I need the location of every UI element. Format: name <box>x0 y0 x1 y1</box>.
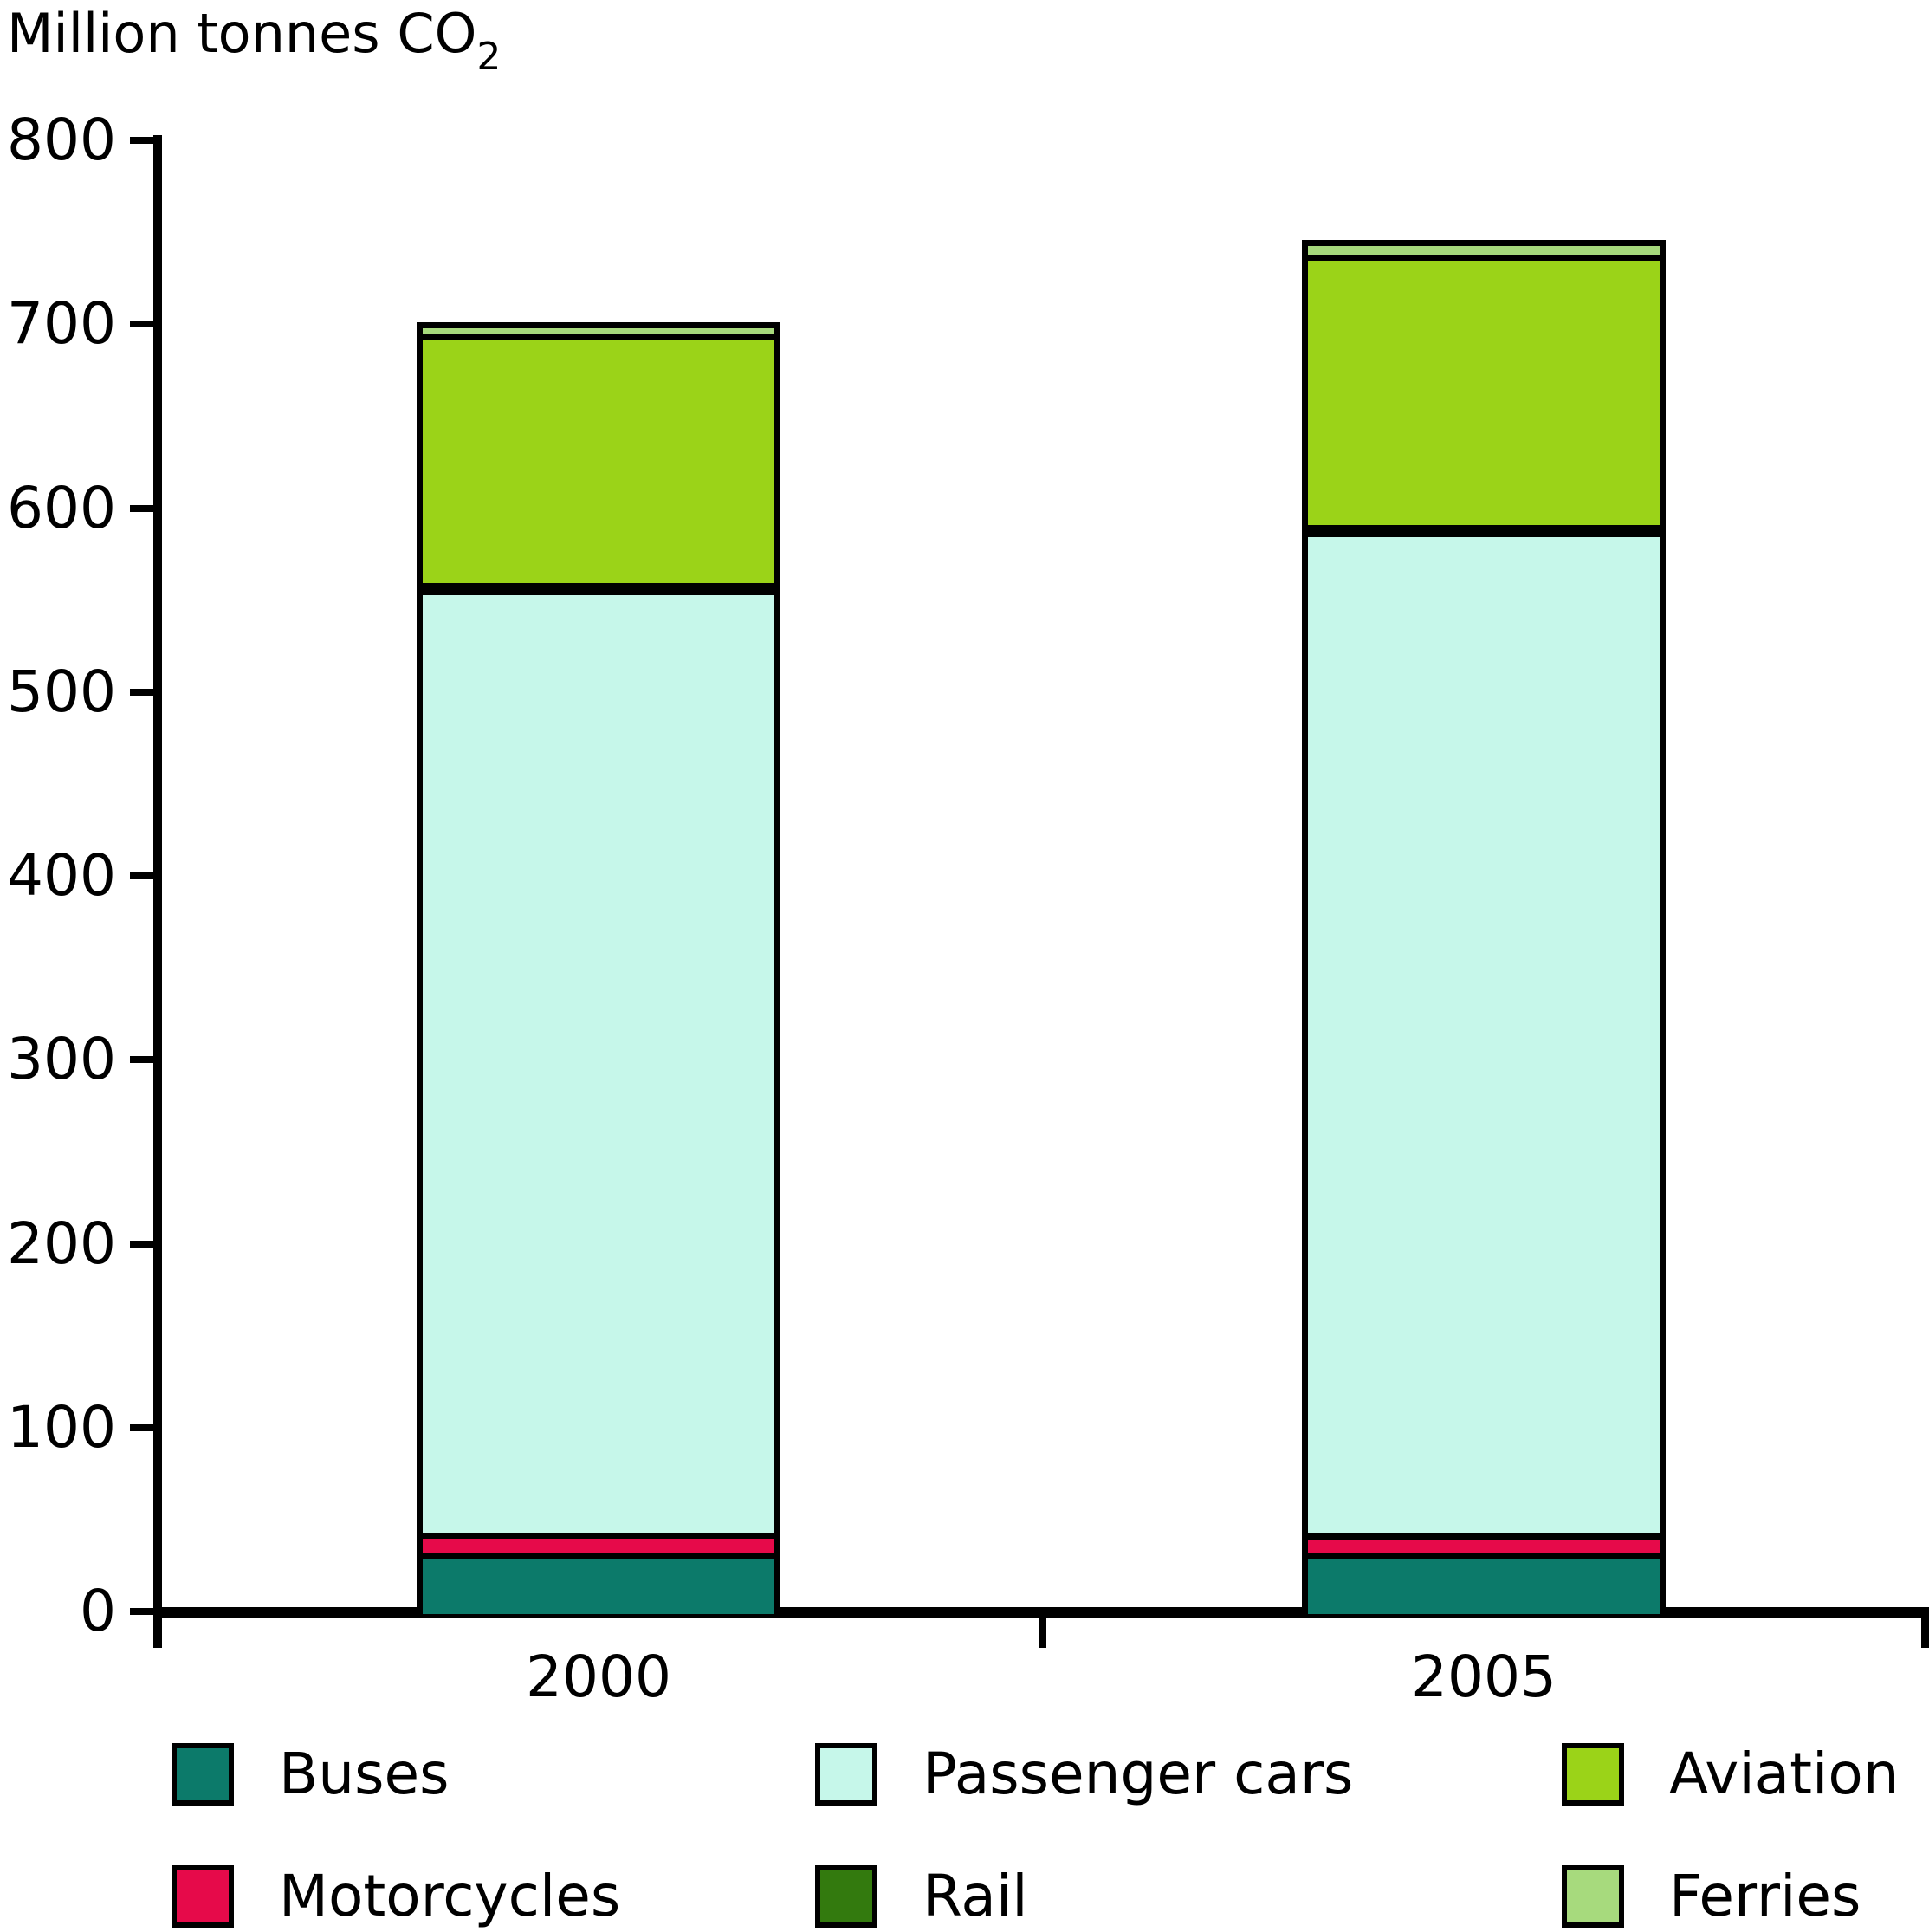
bar-2005-segment-aviation <box>1302 254 1666 525</box>
y-tick-400 <box>130 872 156 879</box>
legend-label-aviation: Aviation <box>1669 1741 1900 1807</box>
legend-label-buses: Buses <box>279 1741 450 1807</box>
chart-title-subscript: 2 <box>476 35 502 79</box>
legend-swatch-motorcycles <box>172 1865 234 1928</box>
bar-2000-segment-motorcycles <box>417 1533 780 1553</box>
bar-2000-segment-aviation <box>417 333 780 584</box>
y-tick-label-0: 0 <box>80 1578 116 1644</box>
y-tick-500 <box>130 688 156 696</box>
bar-2005-segment-buses <box>1302 1553 1666 1615</box>
y-tick-label-100: 100 <box>7 1393 116 1461</box>
x-tick-0 <box>1039 1618 1046 1648</box>
y-tick-700 <box>130 321 156 328</box>
bar-2005-segment-motorcycles <box>1302 1533 1666 1554</box>
y-tick-600 <box>130 504 156 512</box>
bar-2005-segment-passenger-cars <box>1302 530 1666 1533</box>
bar-2000-segment-passenger-cars <box>417 589 780 1533</box>
chart-title-text: Million tonnes CO <box>7 2 477 65</box>
y-tick-200 <box>130 1240 156 1248</box>
bar-2000-segment-buses <box>417 1553 780 1614</box>
y-tick-label-600: 600 <box>7 474 116 541</box>
bar-2000-segment-ferries <box>417 322 780 334</box>
legend-swatch-buses <box>172 1743 234 1806</box>
y-tick-300 <box>130 1056 156 1064</box>
y-tick-label-800: 800 <box>7 107 116 173</box>
y-tick-label-400: 400 <box>7 842 116 909</box>
y-tick-label-700: 700 <box>7 290 116 358</box>
y-tick-label-500: 500 <box>7 658 116 725</box>
y-axis-line <box>153 135 162 1648</box>
bar-2000-segment-rail <box>417 583 780 590</box>
legend-swatch-aviation <box>1562 1743 1624 1806</box>
bar-2000 <box>417 322 780 1614</box>
y-tick-800 <box>130 137 156 144</box>
legend-label-motorcycles: Motorcycles <box>279 1863 621 1929</box>
bar-2005-segment-rail <box>1302 524 1666 531</box>
legend-swatch-ferries <box>1562 1865 1624 1928</box>
legend-label-passenger-cars: Passenger cars <box>922 1741 1354 1807</box>
y-tick-0 <box>130 1608 156 1615</box>
x-category-label-2005: 2005 <box>1411 1643 1557 1710</box>
legend-swatch-rail <box>815 1865 877 1928</box>
bar-2005 <box>1302 240 1666 1615</box>
x-tick-1 <box>1921 1618 1929 1648</box>
x-category-label-2000: 2000 <box>526 1643 671 1710</box>
bar-2005-segment-ferries <box>1302 240 1666 255</box>
y-tick-label-200: 200 <box>7 1209 116 1277</box>
chart-title: Million tonnes CO2 <box>7 2 501 79</box>
legend-swatch-passenger-cars <box>815 1743 877 1806</box>
legend-label-ferries: Ferries <box>1669 1863 1861 1929</box>
legend-label-rail: Rail <box>922 1863 1028 1929</box>
y-tick-label-300: 300 <box>7 1026 116 1093</box>
y-tick-100 <box>130 1423 156 1431</box>
